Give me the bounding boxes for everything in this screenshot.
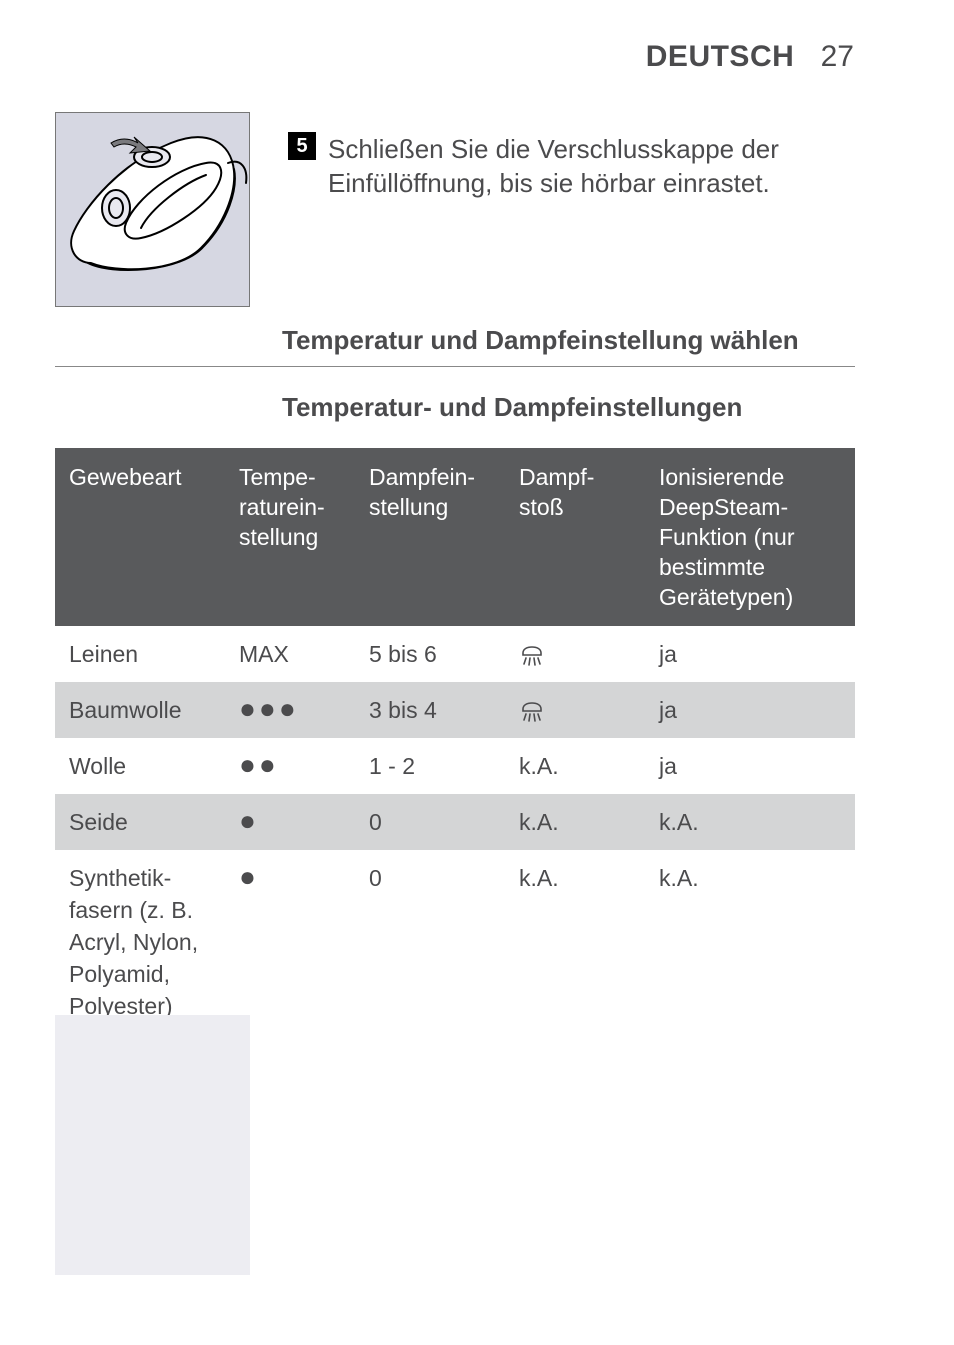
cell-ionisierende: k.A. <box>645 850 855 1034</box>
steam-burst-icon <box>519 697 545 723</box>
bottom-shade <box>55 1015 250 1275</box>
cell-ionisierende: ja <box>645 738 855 794</box>
th-dampfeinstellung: Dampfein-stellung <box>355 448 505 626</box>
table-row: Seide●0k.A.k.A. <box>55 794 855 850</box>
cell-dampfeinstellung: 1 - 2 <box>355 738 505 794</box>
page-header: DEUTSCH 27 <box>646 40 854 74</box>
cell-dampfstoss <box>505 626 645 682</box>
cell-dampfstoss: k.A. <box>505 738 645 794</box>
cell-temperatur: ●● <box>225 738 355 794</box>
th-ionisierende: Ionisierende DeepSteam-Funktion (nur bes… <box>645 448 855 626</box>
table-row: LeinenMAX5 bis 6 ja <box>55 626 855 682</box>
cell-dampfstoss: k.A. <box>505 850 645 1034</box>
cell-gewebeart: Synthetik-fasern (z. B. Acryl, Nylon, Po… <box>55 850 225 1034</box>
table-row: Synthetik-fasern (z. B. Acryl, Nylon, Po… <box>55 850 855 1034</box>
table-body: LeinenMAX5 bis 6jaBaumwolle●●●3 bis 4jaW… <box>55 626 855 1034</box>
cell-temperatur: ●●● <box>225 682 355 738</box>
th-temperatur: Tempe-raturein-stellung <box>225 448 355 626</box>
section-heading-text: Temperatur und Dampfeinstellung wählen <box>282 325 799 355</box>
cell-dampfstoss: k.A. <box>505 794 645 850</box>
cell-dampfstoss <box>505 682 645 738</box>
cell-gewebeart: Leinen <box>55 626 225 682</box>
step-5-row: 5 Schließen Sie die Verschlusskappe der … <box>288 132 848 200</box>
steam-burst-icon <box>519 641 545 667</box>
table-row: Wolle ●● 1 - 2k.A.ja <box>55 738 855 794</box>
cell-gewebeart: Baumwolle <box>55 682 225 738</box>
temperature-dots-icon: ● <box>239 861 259 892</box>
cell-gewebeart: Wolle <box>55 738 225 794</box>
temperature-dots-icon: ● <box>239 805 259 836</box>
section-heading: Temperatur und Dampfeinstellung wählen <box>55 325 855 367</box>
th-gewebeart: Gewebeart <box>55 448 225 626</box>
header-language: DEUTSCH <box>646 40 795 73</box>
cell-temperatur: MAX <box>225 626 355 682</box>
temperature-dots-icon: ●●● <box>239 693 299 724</box>
settings-table: Gewebeart Tempe-raturein-stellung Dampfe… <box>55 448 855 1034</box>
step-text: Schließen Sie die Verschlusskappe der Ei… <box>328 132 848 200</box>
table-header-row: Gewebeart Tempe-raturein-stellung Dampfe… <box>55 448 855 626</box>
step-number-badge: 5 <box>288 132 316 160</box>
cell-ionisierende: ja <box>645 626 855 682</box>
header-page-number: 27 <box>821 40 854 73</box>
cell-temperatur: ● <box>225 794 355 850</box>
temperature-dots-icon: ●● <box>239 749 279 780</box>
table-row: Baumwolle ●●● 3 bis 4 ja <box>55 682 855 738</box>
cell-dampfeinstellung: 5 bis 6 <box>355 626 505 682</box>
cell-gewebeart: Seide <box>55 794 225 850</box>
cell-temperatur: ● <box>225 850 355 1034</box>
cell-ionisierende: ja <box>645 682 855 738</box>
cell-dampfeinstellung: 3 bis 4 <box>355 682 505 738</box>
th-dampfstoss: Dampf-stoß <box>505 448 645 626</box>
cell-ionisierende: k.A. <box>645 794 855 850</box>
sub-heading: Temperatur- und Dampfeinstellungen <box>282 392 742 423</box>
iron-illustration <box>55 112 250 307</box>
cell-dampfeinstellung: 0 <box>355 794 505 850</box>
cell-dampfeinstellung: 0 <box>355 850 505 1034</box>
